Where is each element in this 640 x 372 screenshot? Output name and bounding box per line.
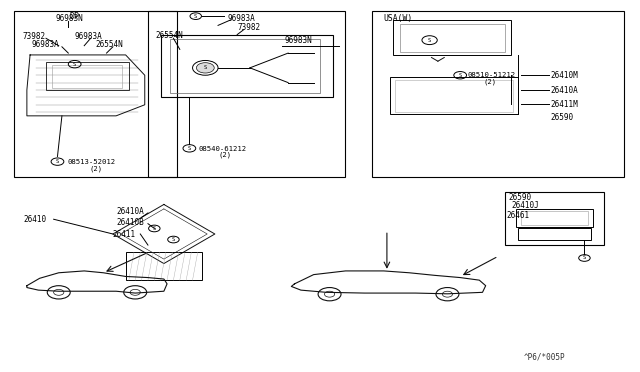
Text: 96983N: 96983N — [285, 36, 313, 45]
Text: 26590: 26590 — [550, 113, 574, 122]
Bar — [516, 209, 593, 227]
Bar — [148, 11, 346, 177]
Text: 26554N: 26554N — [156, 31, 183, 40]
Text: S: S — [583, 256, 586, 260]
Bar — [14, 11, 177, 177]
Text: S: S — [194, 14, 197, 19]
Text: 26554N: 26554N — [96, 41, 124, 49]
Text: 26411M: 26411M — [550, 100, 579, 109]
Text: 26410M: 26410M — [550, 71, 579, 80]
Bar — [390, 77, 518, 114]
Text: S: S — [428, 38, 431, 43]
Text: S: S — [172, 237, 175, 242]
Text: S: S — [204, 65, 207, 70]
Text: (2): (2) — [90, 165, 102, 171]
Bar — [52, 65, 122, 88]
Text: 73982: 73982 — [237, 23, 260, 32]
Text: 26410J: 26410J — [511, 201, 539, 210]
Text: 96983A: 96983A — [228, 13, 255, 22]
Text: 08513-52012: 08513-52012 — [67, 159, 115, 165]
Text: 26410: 26410 — [24, 215, 47, 224]
Bar — [170, 39, 320, 93]
Text: S: S — [188, 146, 191, 151]
Text: (2): (2) — [218, 152, 231, 158]
Text: S: S — [459, 73, 462, 78]
Bar — [505, 192, 604, 245]
Text: 26410B: 26410B — [116, 218, 144, 227]
Text: 26461: 26461 — [507, 211, 530, 220]
Text: 73982: 73982 — [22, 32, 45, 41]
Bar — [395, 80, 513, 112]
Text: S: S — [153, 226, 156, 231]
Text: S: S — [73, 62, 76, 67]
Text: 26590: 26590 — [508, 193, 531, 202]
Bar — [125, 253, 202, 280]
Bar — [372, 11, 624, 177]
Bar — [161, 35, 333, 97]
Text: 96983A: 96983A — [32, 41, 60, 49]
Bar — [399, 23, 505, 52]
Text: 26410A: 26410A — [116, 207, 144, 217]
Circle shape — [196, 62, 214, 73]
Bar — [521, 211, 588, 225]
Bar — [518, 228, 591, 240]
Text: 26410A: 26410A — [550, 86, 579, 94]
Text: 96983N: 96983N — [56, 13, 83, 22]
Text: DP: DP — [70, 12, 79, 22]
Bar — [46, 62, 129, 90]
Text: S: S — [56, 159, 59, 164]
Text: USA(W): USA(W) — [384, 13, 413, 22]
Text: 96983A: 96983A — [75, 32, 102, 41]
Text: 26411: 26411 — [113, 230, 136, 239]
Text: ^P6/*005P: ^P6/*005P — [524, 352, 566, 361]
Bar — [394, 20, 511, 55]
Text: 08540-61212: 08540-61212 — [199, 146, 247, 152]
Text: 08510-51212: 08510-51212 — [468, 72, 516, 78]
Text: (2): (2) — [484, 78, 497, 85]
